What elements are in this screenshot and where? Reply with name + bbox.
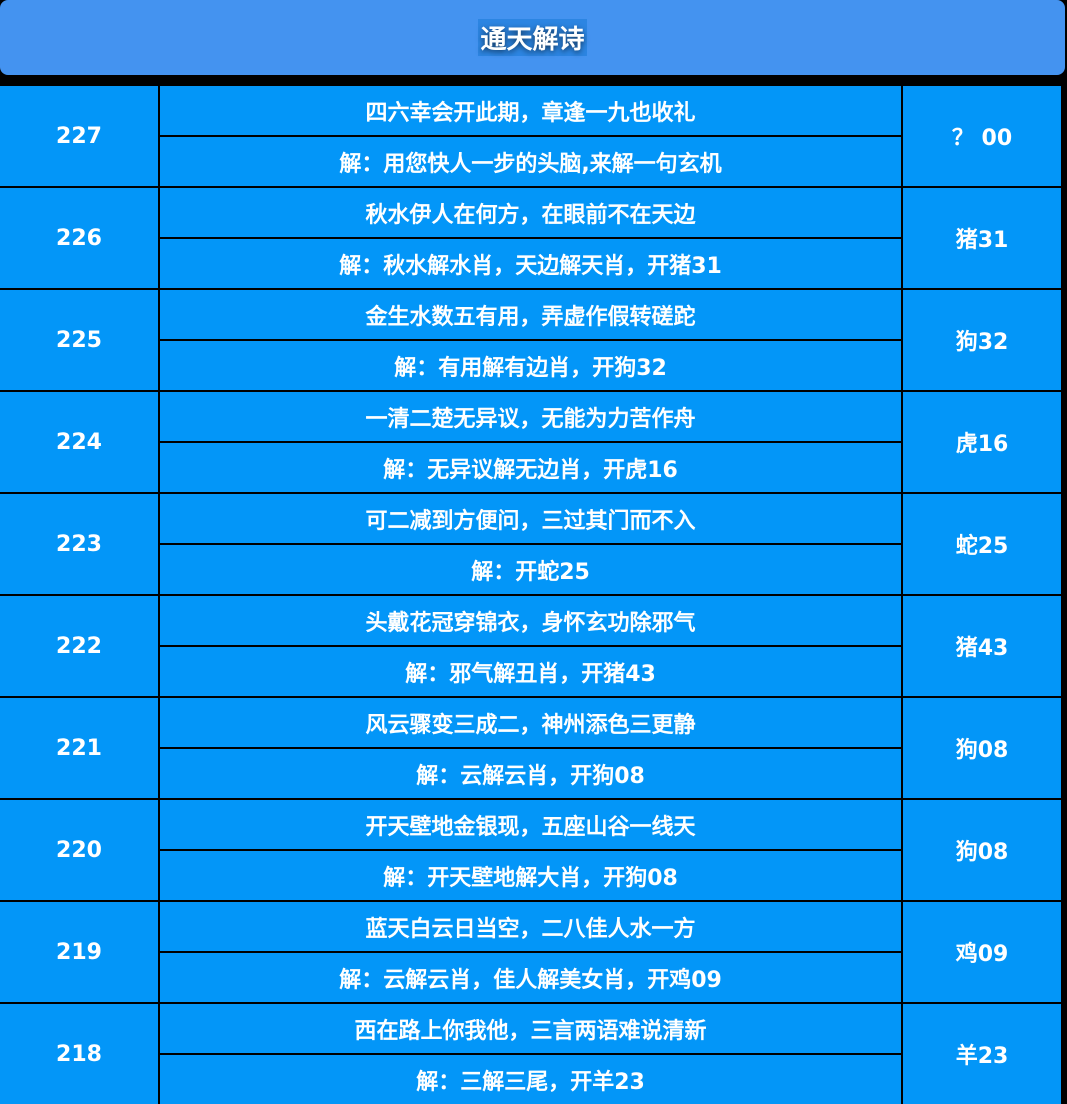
- period-cell: 226: [0, 188, 158, 288]
- explanation-cell: 解：邪气解丑肖，开猪43: [160, 647, 901, 696]
- result-cell: ？ 00: [903, 86, 1061, 186]
- explanation-cell: 解：三解三尾，开羊23: [160, 1055, 901, 1104]
- period-cell: 224: [0, 392, 158, 492]
- result-cell: 狗08: [903, 800, 1061, 900]
- explanation-cell: 解：开天壁地解大肖，开狗08: [160, 851, 901, 900]
- poem-cell: 可二减到方便问，三过其门而不入: [160, 494, 901, 543]
- poem-cell: 四六幸会开此期，章逢一九也收礼: [160, 86, 901, 135]
- page-title: 通天解诗: [478, 19, 587, 56]
- poem-cell: 秋水伊人在何方，在眼前不在天边: [160, 188, 901, 237]
- result-cell: 虎16: [903, 392, 1061, 492]
- result-cell: 羊23: [903, 1004, 1061, 1104]
- poem-cell: 风云骤变三成二，神州添色三更静: [160, 698, 901, 747]
- period-cell: 219: [0, 902, 158, 1002]
- period-cell: 225: [0, 290, 158, 390]
- result-cell: 蛇25: [903, 494, 1061, 594]
- poem-table: 227 四六幸会开此期，章逢一九也收礼 解：用您快人一步的头脑,来解一句玄机？ 00…: [0, 86, 1062, 1104]
- result-cell: 狗08: [903, 698, 1061, 798]
- period-cell: 220: [0, 800, 158, 900]
- explanation-cell: 解：有用解有边肖，开狗32: [160, 341, 901, 390]
- explanation-cell: 解：开蛇25: [160, 545, 901, 594]
- poem-cell: 一清二楚无异议，无能为力苦作舟: [160, 392, 901, 441]
- period-cell: 223: [0, 494, 158, 594]
- page-header: 通天解诗: [0, 0, 1065, 75]
- poem-cell: 头戴花冠穿锦衣，身怀玄功除邪气: [160, 596, 901, 645]
- poem-cell: 西在路上你我他，三言两语难说清新: [160, 1004, 901, 1053]
- result-cell: 猪43: [903, 596, 1061, 696]
- period-cell: 218: [0, 1004, 158, 1104]
- poem-cell: 蓝天白云日当空，二八佳人水一方: [160, 902, 901, 951]
- explanation-cell: 解：云解云肖，佳人解美女肖，开鸡09: [160, 953, 901, 1002]
- result-cell: 猪31: [903, 188, 1061, 288]
- result-cell: 鸡09: [903, 902, 1061, 1002]
- period-cell: 221: [0, 698, 158, 798]
- poem-cell: 金生水数五有用，弄虚作假转磋跎: [160, 290, 901, 339]
- explanation-cell: 解：用您快人一步的头脑,来解一句玄机: [160, 137, 901, 186]
- poem-cell: 开天壁地金银现，五座山谷一线天: [160, 800, 901, 849]
- explanation-cell: 解：秋水解水肖，天边解天肖，开猪31: [160, 239, 901, 288]
- explanation-cell: 解：无异议解无边肖，开虎16: [160, 443, 901, 492]
- period-cell: 222: [0, 596, 158, 696]
- period-cell: 227: [0, 86, 158, 186]
- result-cell: 狗32: [903, 290, 1061, 390]
- explanation-cell: 解：云解云肖，开狗08: [160, 749, 901, 798]
